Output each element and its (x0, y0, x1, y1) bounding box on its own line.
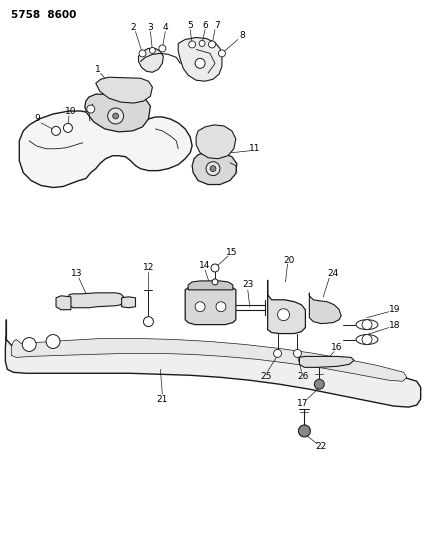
Circle shape (314, 379, 324, 389)
Text: 24: 24 (327, 270, 339, 278)
Circle shape (63, 124, 72, 132)
Text: 10: 10 (65, 107, 77, 116)
Circle shape (218, 50, 226, 57)
Text: 15: 15 (226, 248, 238, 256)
Polygon shape (19, 111, 192, 188)
Circle shape (216, 302, 226, 312)
Text: 2: 2 (131, 23, 137, 32)
Text: 7: 7 (214, 21, 220, 30)
Polygon shape (56, 296, 71, 310)
Text: 9: 9 (34, 115, 40, 124)
Circle shape (199, 41, 205, 46)
Text: 12: 12 (143, 263, 154, 272)
Polygon shape (139, 49, 163, 72)
Text: 25: 25 (260, 372, 271, 381)
Circle shape (189, 41, 196, 48)
Circle shape (139, 50, 146, 57)
Circle shape (87, 105, 95, 113)
Polygon shape (300, 357, 354, 367)
Text: 16: 16 (331, 343, 343, 352)
Circle shape (278, 309, 289, 321)
Text: 1: 1 (95, 65, 101, 74)
Circle shape (211, 264, 219, 272)
Circle shape (210, 166, 216, 172)
Circle shape (195, 58, 205, 68)
Text: 26: 26 (298, 372, 309, 381)
Circle shape (195, 302, 205, 312)
Circle shape (362, 320, 372, 329)
Circle shape (294, 350, 301, 358)
Polygon shape (192, 152, 237, 184)
Text: 8: 8 (239, 31, 245, 40)
Polygon shape (85, 94, 150, 132)
Polygon shape (178, 37, 222, 81)
Text: 6: 6 (202, 21, 208, 30)
Circle shape (206, 161, 220, 175)
Text: 3: 3 (148, 23, 153, 32)
Circle shape (113, 113, 119, 119)
Polygon shape (188, 281, 233, 290)
Circle shape (46, 335, 60, 349)
Text: 4: 4 (163, 23, 168, 32)
Ellipse shape (356, 320, 378, 329)
Polygon shape (6, 320, 421, 407)
Polygon shape (309, 293, 341, 324)
Text: 13: 13 (71, 270, 83, 278)
Polygon shape (185, 287, 236, 325)
Circle shape (273, 350, 282, 358)
Circle shape (143, 317, 153, 327)
Circle shape (212, 279, 218, 285)
Circle shape (159, 45, 166, 52)
Circle shape (298, 425, 310, 437)
Text: 5758  8600: 5758 8600 (11, 10, 77, 20)
Polygon shape (268, 280, 306, 334)
Circle shape (149, 47, 155, 53)
Circle shape (208, 41, 215, 48)
Circle shape (51, 126, 60, 135)
Text: 22: 22 (316, 442, 327, 451)
Text: 19: 19 (389, 305, 401, 314)
Polygon shape (96, 77, 152, 103)
Polygon shape (122, 297, 136, 308)
Ellipse shape (356, 335, 378, 344)
Circle shape (362, 335, 372, 344)
Text: 14: 14 (199, 261, 211, 270)
Circle shape (22, 337, 36, 351)
Text: 20: 20 (284, 255, 295, 264)
Text: 23: 23 (242, 280, 253, 289)
Text: 5: 5 (187, 21, 193, 30)
Text: 11: 11 (249, 144, 261, 154)
Text: 21: 21 (157, 394, 168, 403)
Circle shape (108, 108, 124, 124)
Polygon shape (11, 338, 407, 381)
Polygon shape (196, 125, 236, 159)
Text: 17: 17 (297, 399, 308, 408)
Text: 18: 18 (389, 321, 401, 330)
Polygon shape (69, 293, 124, 308)
